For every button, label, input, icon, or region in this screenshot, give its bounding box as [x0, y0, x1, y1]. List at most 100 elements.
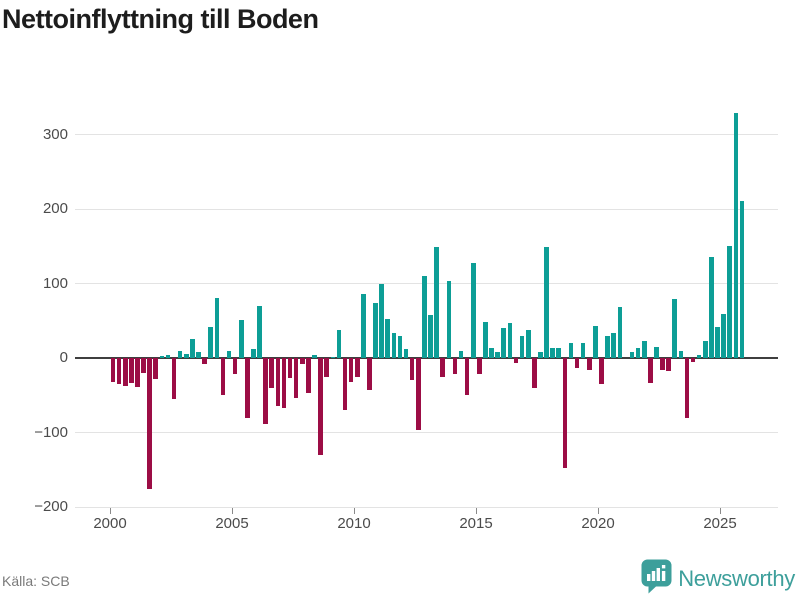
y-tick-label-0: 0 — [59, 349, 68, 366]
bar-2022Q3 — [660, 358, 665, 370]
bar-2019Q3 — [586, 358, 592, 370]
bar-2008Q4 — [324, 358, 329, 377]
bar-2018Q4 — [568, 343, 574, 358]
bar-2022Q2 — [654, 346, 659, 358]
x-tick-label-2015: 2015 — [459, 515, 493, 532]
bar-2024Q2 — [702, 340, 708, 358]
bar-2009Q4 — [348, 358, 354, 382]
y-tick-label-100: 100 — [42, 274, 68, 292]
bar-2016Q3 — [513, 358, 519, 364]
bar-2005Q3 — [245, 358, 250, 418]
bar-2010Q1 — [354, 358, 360, 377]
brand-wordmark: Newsworthy — [678, 566, 795, 591]
bar-2015Q3 — [489, 347, 494, 358]
x-tick-label-2025: 2025 — [703, 515, 737, 532]
bar-2011Q3 — [391, 333, 397, 358]
bar-2000Q4 — [129, 358, 134, 384]
bar-2005Q1 — [232, 358, 238, 375]
bar-2020Q2 — [605, 335, 610, 358]
bar-2011Q1 — [379, 283, 384, 358]
bar-2016Q2 — [507, 322, 513, 358]
bar-2005Q2 — [238, 320, 244, 358]
x-tick-label-2000: 2000 — [93, 515, 127, 532]
bar-2007Q2 — [287, 358, 293, 379]
bar-2018Q2 — [556, 348, 562, 358]
bar-2005Q4 — [251, 349, 256, 358]
bar-2013Q4 — [446, 280, 452, 358]
bar-2008Q2 — [312, 355, 317, 358]
bar-2012Q4 — [422, 276, 427, 358]
bar-2009Q3 — [342, 358, 348, 411]
bar-2024Q1 — [696, 355, 702, 358]
bar-2016Q1 — [501, 328, 507, 358]
x-tick-2000 — [110, 508, 111, 514]
bar-2004Q4 — [226, 351, 232, 358]
page-title: Nettoinflyttning till Boden — [2, 4, 319, 34]
bar-2015Q2 — [483, 321, 488, 358]
bar-2007Q3 — [293, 358, 299, 399]
bar-2025Q4 — [739, 200, 745, 358]
bar-2018Q1 — [550, 347, 555, 358]
bar-2000Q3 — [122, 358, 128, 387]
bar-2001Q4 — [153, 358, 159, 379]
x-tick-label-2010: 2010 — [337, 515, 371, 532]
bar-2021Q3 — [635, 347, 641, 358]
bar-2011Q4 — [397, 336, 403, 358]
gridline-200 — [75, 208, 778, 210]
bar-2023Q1 — [672, 299, 678, 358]
newsworthy-brand: Newsworthy — [641, 559, 795, 597]
bar-2015Q1 — [477, 358, 482, 374]
bar-2003Q1 — [183, 354, 189, 358]
bar-2014Q3 — [464, 358, 470, 396]
bar-2023Q2 — [678, 350, 684, 358]
bar-2001Q1 — [135, 358, 140, 388]
y-tick-label-300: 300 — [42, 125, 68, 143]
bar-2019Q2 — [580, 343, 586, 358]
bar-2012Q1 — [403, 349, 409, 358]
bar-2025Q1 — [721, 314, 726, 358]
bar-2004Q2 — [214, 297, 220, 358]
bar-2014Q1 — [452, 358, 458, 374]
bar-2019Q4 — [593, 325, 598, 358]
bar-2022Q1 — [648, 358, 653, 384]
bar-2001Q3 — [147, 358, 152, 490]
bar-2008Q3 — [318, 358, 323, 455]
bar-2013Q2 — [434, 247, 439, 358]
bar-2025Q3 — [733, 112, 739, 358]
bar-2021Q2 — [629, 352, 635, 358]
source-note: Källa: SCB — [2, 573, 70, 589]
bar-2011Q2 — [385, 318, 391, 358]
y-tick-label-200: 200 — [42, 200, 68, 217]
bar-2004Q3 — [220, 358, 226, 395]
gridline--100 — [75, 432, 778, 433]
bar-2000Q2 — [116, 358, 122, 385]
gridline-300 — [75, 134, 778, 135]
bar-2017Q1 — [525, 329, 531, 358]
x-tick-2020 — [598, 508, 599, 514]
bar-2004Q1 — [208, 327, 213, 358]
bar-2002Q3 — [171, 358, 177, 399]
bar-2013Q3 — [440, 358, 445, 378]
bar-2000Q1 — [110, 358, 116, 382]
x-tick-2005 — [232, 508, 233, 514]
bar-2023Q3 — [684, 358, 690, 419]
bar-2007Q1 — [281, 358, 287, 408]
bar-2006Q2 — [263, 358, 268, 425]
y-tick-label--200: −200 — [34, 498, 68, 515]
bar-2021Q4 — [641, 340, 647, 358]
bar-2012Q3 — [416, 358, 421, 431]
bar-2017Q2 — [532, 358, 537, 388]
x-tick-2015 — [476, 508, 477, 514]
bar-2014Q4 — [470, 262, 476, 358]
bar-2024Q4 — [715, 327, 720, 358]
bar-2002Q2 — [165, 355, 171, 358]
bar-2007Q4 — [299, 358, 305, 364]
bar-2006Q4 — [275, 358, 281, 406]
bar-2008Q1 — [306, 358, 311, 394]
bar-2016Q4 — [519, 335, 525, 358]
x-tick-label-2020: 2020 — [581, 515, 615, 532]
bar-2010Q4 — [373, 302, 378, 358]
bar-2003Q3 — [196, 352, 201, 358]
bar-2010Q2 — [361, 293, 366, 358]
